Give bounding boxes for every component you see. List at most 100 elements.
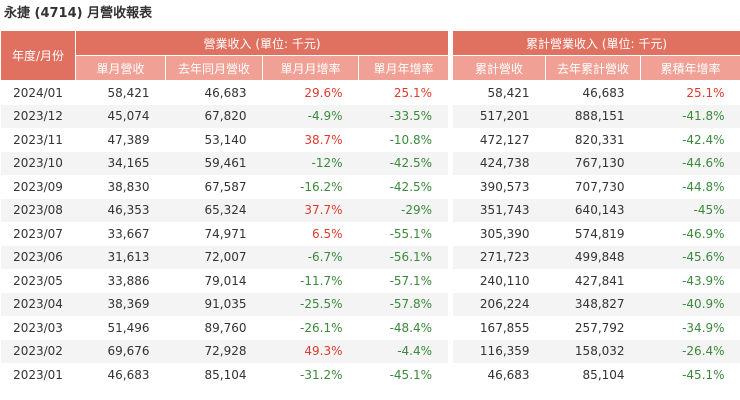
column-header: 單月年增率 <box>357 55 452 81</box>
date-cell: 2023/05 <box>13 273 63 288</box>
date-cell: 2023/11 <box>13 132 63 147</box>
value-cell: -25.5% <box>262 292 359 316</box>
value-cell: 85,104 <box>582 367 625 382</box>
column-header: 去年累計營收 <box>545 55 642 81</box>
value-cell: 85,104 <box>204 367 247 382</box>
value-cell: 6.5% <box>312 226 343 241</box>
value-cell: -55.1% <box>389 226 433 241</box>
value-cell: 888,151 <box>545 104 641 128</box>
value-cell: 167,855 <box>448 316 546 340</box>
page-title: 永捷 (4714) 月營收報表 <box>4 6 153 21</box>
value-cell: -45.1% <box>682 367 725 382</box>
value-cell: 79,014 <box>204 273 247 288</box>
value-cell: -12% <box>262 151 359 175</box>
value-cell: 305,390 <box>448 222 546 246</box>
value-cell: -57.8% <box>358 292 451 316</box>
value-cell: 89,760 <box>204 320 247 335</box>
table-row: 2023/07 33,667 74,971 6.5% -55.1% 305,390 574,… <box>1 222 740 246</box>
group-header: 累計營業收入 (單位: 千元) <box>448 30 740 56</box>
date-cell: 2024/01 <box>13 85 63 100</box>
value-cell: 67,587 <box>204 179 247 194</box>
date-cell: 2023/08 <box>0 198 76 222</box>
value-cell: 58,421 <box>448 80 546 105</box>
column-header: 單月月增率 <box>262 55 359 81</box>
header-cell: 年度/月份 <box>0 30 76 81</box>
value-cell: 31,613 <box>75 245 166 269</box>
value-cell: 158,032 <box>545 339 641 363</box>
value-cell: 72,928 <box>165 339 263 363</box>
value-cell: 53,140 <box>204 132 247 147</box>
table-row: 2023/04 38,369 91,035 -25.5% -57.8% 206,224 34… <box>0 292 740 316</box>
value-cell: -56.1% <box>358 245 451 269</box>
value-cell: 424,738 <box>448 151 546 175</box>
value-cell: -33.5% <box>358 104 451 128</box>
value-cell: 472,127 <box>448 128 546 152</box>
value-cell: 46,683 <box>448 363 546 387</box>
table-row: 2023/03 51,496 89,760 -26.1% -48.4% 167,855 25… <box>1 316 740 340</box>
value-cell: 37.7% <box>262 198 359 222</box>
value-cell: -29% <box>358 198 451 222</box>
value-cell: 29.6% <box>304 85 343 100</box>
value-cell: 240,110 <box>448 269 546 293</box>
table-row: 2023/12 45,074 67,820 -4.9% -33.5% 517,201 888… <box>0 104 740 128</box>
table-row: 2023/10 34,165 59,461 -12% -42.5% 424,738 767,… <box>0 151 740 175</box>
value-cell: 91,035 <box>165 292 263 316</box>
value-cell: -57.1% <box>389 273 433 288</box>
value-cell: -16.2% <box>300 179 343 194</box>
column-header: 累積年增率 <box>640 55 740 81</box>
value-cell: 46,683 <box>204 85 247 100</box>
value-cell: -44.8% <box>682 179 725 194</box>
value-cell: 257,792 <box>574 320 625 335</box>
date-cell: 2023/01 <box>13 367 63 382</box>
value-cell: 820,331 <box>574 132 625 147</box>
value-cell: 517,201 <box>448 104 546 128</box>
value-cell: 72,007 <box>165 245 263 269</box>
value-cell: 206,224 <box>448 292 546 316</box>
date-cell: 2023/09 <box>13 179 63 194</box>
value-cell: -42.5% <box>358 151 451 175</box>
value-cell: -10.8% <box>389 132 433 147</box>
group-header: 營業收入 (單位: 千元) <box>74 30 452 56</box>
value-cell: 427,841 <box>574 273 625 288</box>
date-cell: 2023/07 <box>13 226 63 241</box>
value-cell: 351,743 <box>448 198 546 222</box>
value-cell: 59,461 <box>165 151 263 175</box>
value-cell: 348,827 <box>545 292 641 316</box>
revenue-table: 年度/月份 營業收入 (單位: 千元) 累計營業收入 (單位: 千元) 單月營收… <box>0 30 740 387</box>
value-cell: 767,130 <box>545 151 641 175</box>
value-cell: 46,353 <box>75 198 166 222</box>
value-cell: 25.1% <box>393 85 433 100</box>
table-row: 2023/05 33,886 79,014 -11.7% -57.1% 240,110 42… <box>1 269 740 293</box>
value-cell: 46,683 <box>582 85 625 100</box>
value-cell: 58,421 <box>107 85 150 100</box>
date-cell: 2023/12 <box>0 104 76 128</box>
value-cell: -4.4% <box>358 339 451 363</box>
value-cell: 46,683 <box>107 367 150 382</box>
value-cell: 49.3% <box>262 339 359 363</box>
table-row: 2023/09 38,830 67,587 -16.2% -42.5% 390,573 70… <box>1 175 740 199</box>
value-cell: 33,667 <box>107 226 150 241</box>
value-cell: -44.6% <box>640 151 740 175</box>
value-cell: 271,723 <box>448 245 546 269</box>
value-cell: 38,369 <box>75 292 166 316</box>
date-cell: 2023/06 <box>0 245 76 269</box>
value-cell: -31.2% <box>300 367 343 382</box>
value-cell: -26.1% <box>300 320 343 335</box>
table-row: 2023/11 47,389 53,140 38.7% -10.8% 472,127 820… <box>1 128 740 152</box>
value-cell: 45,074 <box>75 104 166 128</box>
date-cell: 2023/04 <box>0 292 76 316</box>
value-cell: 51,496 <box>107 320 150 335</box>
date-cell: 2023/02 <box>0 339 76 363</box>
value-cell: -42.5% <box>389 179 433 194</box>
value-cell: -11.7% <box>300 273 343 288</box>
value-cell: -26.4% <box>640 339 740 363</box>
value-cell: 34,165 <box>75 151 166 175</box>
value-cell: -42.4% <box>682 132 725 147</box>
value-cell: 69,676 <box>75 339 166 363</box>
value-cell: -45% <box>640 198 740 222</box>
value-cell: 574,819 <box>574 226 625 241</box>
value-cell: 33,886 <box>107 273 150 288</box>
date-cell: 2023/03 <box>13 320 63 335</box>
value-cell: 67,820 <box>165 104 263 128</box>
